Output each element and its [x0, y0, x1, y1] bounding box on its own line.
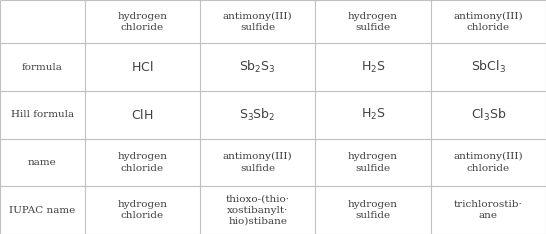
- Text: $\mathrm{S}_{3}\mathrm{Sb}_{2}$: $\mathrm{S}_{3}\mathrm{Sb}_{2}$: [239, 107, 276, 123]
- Text: antimony(III)
chloride: antimony(III) chloride: [454, 11, 523, 32]
- Text: antimony(III)
chloride: antimony(III) chloride: [454, 152, 523, 173]
- Text: $\mathrm{ClH}$: $\mathrm{ClH}$: [131, 108, 153, 122]
- Text: $\mathrm{SbCl}_{3}$: $\mathrm{SbCl}_{3}$: [471, 59, 506, 75]
- Text: $\mathrm{HCl}$: $\mathrm{HCl}$: [131, 60, 153, 74]
- Text: antimony(III)
sulfide: antimony(III) sulfide: [223, 11, 293, 32]
- Text: hydrogen
chloride: hydrogen chloride: [117, 12, 167, 32]
- Text: hydrogen
sulfide: hydrogen sulfide: [348, 200, 398, 220]
- Text: hydrogen
sulfide: hydrogen sulfide: [348, 152, 398, 172]
- Text: hydrogen
chloride: hydrogen chloride: [117, 152, 167, 172]
- Text: antimony(III)
sulfide: antimony(III) sulfide: [223, 152, 293, 173]
- Text: $\mathrm{H}_{2}\mathrm{S}$: $\mathrm{H}_{2}\mathrm{S}$: [361, 107, 385, 122]
- Text: trichlorostib·
ane: trichlorostib· ane: [454, 200, 523, 220]
- Text: IUPAC name: IUPAC name: [9, 206, 75, 215]
- Text: hydrogen
sulfide: hydrogen sulfide: [348, 12, 398, 32]
- Text: $\mathrm{Cl}_{3}\mathrm{Sb}$: $\mathrm{Cl}_{3}\mathrm{Sb}$: [471, 107, 506, 123]
- Text: $\mathrm{H}_{2}\mathrm{S}$: $\mathrm{H}_{2}\mathrm{S}$: [361, 60, 385, 75]
- Text: hydrogen
chloride: hydrogen chloride: [117, 200, 167, 220]
- Text: $\mathrm{Sb}_{2}\mathrm{S}_{3}$: $\mathrm{Sb}_{2}\mathrm{S}_{3}$: [239, 59, 276, 75]
- Text: name: name: [28, 158, 57, 167]
- Text: formula: formula: [22, 63, 63, 72]
- Text: Hill formula: Hill formula: [11, 110, 74, 119]
- Text: thioxo-(thio·
xostibanylt·
hio)stibane: thioxo-(thio· xostibanylt· hio)stibane: [225, 194, 290, 226]
